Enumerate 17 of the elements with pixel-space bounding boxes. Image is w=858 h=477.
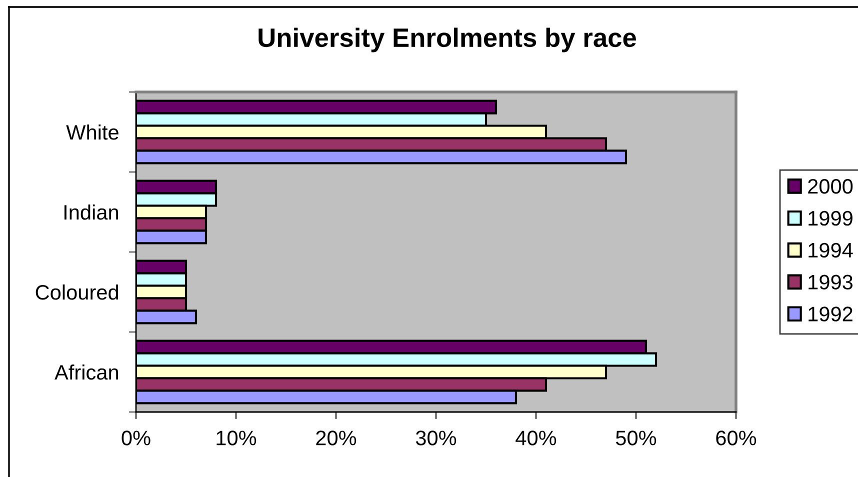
y-tick-label: African [54, 364, 118, 380]
legend-label: 1993 [808, 274, 853, 290]
x-tick-label: 10% [216, 430, 256, 446]
x-tick-label: 60% [716, 430, 756, 446]
legend-label: 1992 [808, 306, 852, 322]
x-tick-label: 30% [416, 430, 456, 446]
legend-label: 2000 [808, 179, 853, 194]
y-tick-label: Indian [64, 204, 118, 220]
y-tick-label: Coloured [36, 284, 118, 300]
x-tick-label: 40% [516, 430, 556, 446]
x-tick-label: 50% [616, 430, 656, 446]
chart-title: University Enrolments by race [258, 28, 636, 52]
x-tick-label: 0% [122, 430, 150, 446]
x-tick-label: 20% [316, 430, 356, 446]
legend-label: 1999 [808, 210, 852, 226]
legend-label: 1994 [808, 242, 853, 258]
y-tick-label: White [66, 124, 118, 140]
